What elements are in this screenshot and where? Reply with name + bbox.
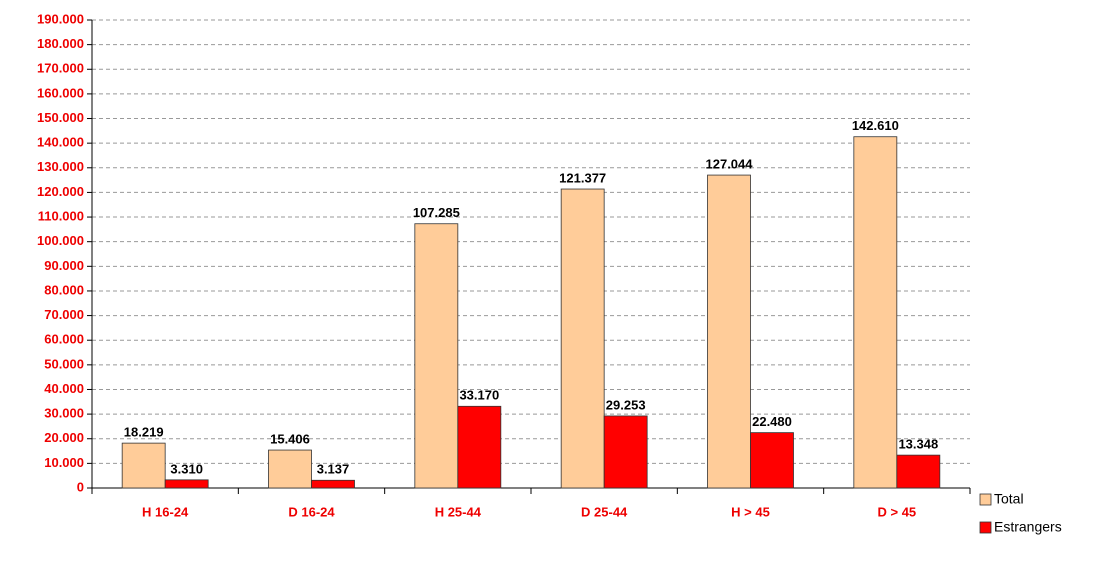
bar [750, 432, 794, 489]
bar [457, 405, 502, 489]
legend-label: Total [994, 491, 1024, 507]
y-tick-label: 40.000 [44, 381, 84, 396]
bar [896, 454, 941, 489]
y-tick-label: 160.000 [37, 85, 84, 100]
x-tick-label: H 16-24 [142, 504, 189, 519]
y-tick-label: 80.000 [44, 282, 84, 297]
value-label: 107.285 [413, 205, 460, 220]
y-tick-label: 90.000 [44, 258, 84, 273]
value-label: 13.348 [898, 437, 938, 452]
value-label: 18.219 [124, 425, 164, 440]
x-tick-label: H 25-44 [435, 504, 482, 519]
bar [414, 223, 459, 489]
y-tick-label: 140.000 [37, 135, 84, 150]
legend-swatch [979, 493, 992, 506]
bar [560, 188, 605, 489]
y-tick-label: 120.000 [37, 184, 84, 199]
y-tick-label: 60.000 [44, 332, 84, 347]
y-tick-label: 100.000 [37, 233, 84, 248]
value-label: 3.137 [317, 462, 350, 477]
value-label: 15.406 [270, 431, 310, 446]
bar [164, 479, 209, 489]
value-label: 3.310 [170, 461, 203, 476]
bar [311, 479, 355, 489]
value-label: 33.170 [459, 388, 499, 403]
bar [853, 136, 898, 489]
y-tick-label: 150.000 [37, 110, 84, 125]
y-tick-label: 0 [77, 479, 84, 494]
bar [268, 449, 312, 489]
y-tick-label: 70.000 [44, 307, 84, 322]
y-tick-label: 190.000 [37, 11, 84, 26]
bar [707, 174, 751, 489]
y-tick-label: 10.000 [44, 455, 84, 470]
bar [603, 415, 648, 489]
value-label: 127.044 [706, 157, 754, 172]
value-label: 22.480 [752, 414, 792, 429]
y-tick-label: 130.000 [37, 159, 84, 174]
x-tick-label: D 16-24 [288, 504, 335, 519]
y-tick-label: 20.000 [44, 430, 84, 445]
y-tick-label: 180.000 [37, 36, 84, 51]
value-label: 121.377 [559, 170, 606, 185]
x-tick-label: D > 45 [877, 504, 916, 519]
legend-swatch [979, 521, 992, 534]
y-tick-label: 110.000 [38, 208, 84, 223]
y-tick-label: 30.000 [44, 406, 84, 421]
x-tick-label: D 25-44 [581, 504, 628, 519]
value-label: 142.610 [852, 118, 899, 133]
y-tick-label: 170.000 [37, 61, 84, 76]
bar [121, 442, 166, 489]
value-label: 29.253 [606, 397, 646, 412]
y-tick-label: 50.000 [44, 356, 84, 371]
x-tick-label: H > 45 [731, 504, 770, 519]
legend-label: Estrangers [994, 519, 1062, 535]
